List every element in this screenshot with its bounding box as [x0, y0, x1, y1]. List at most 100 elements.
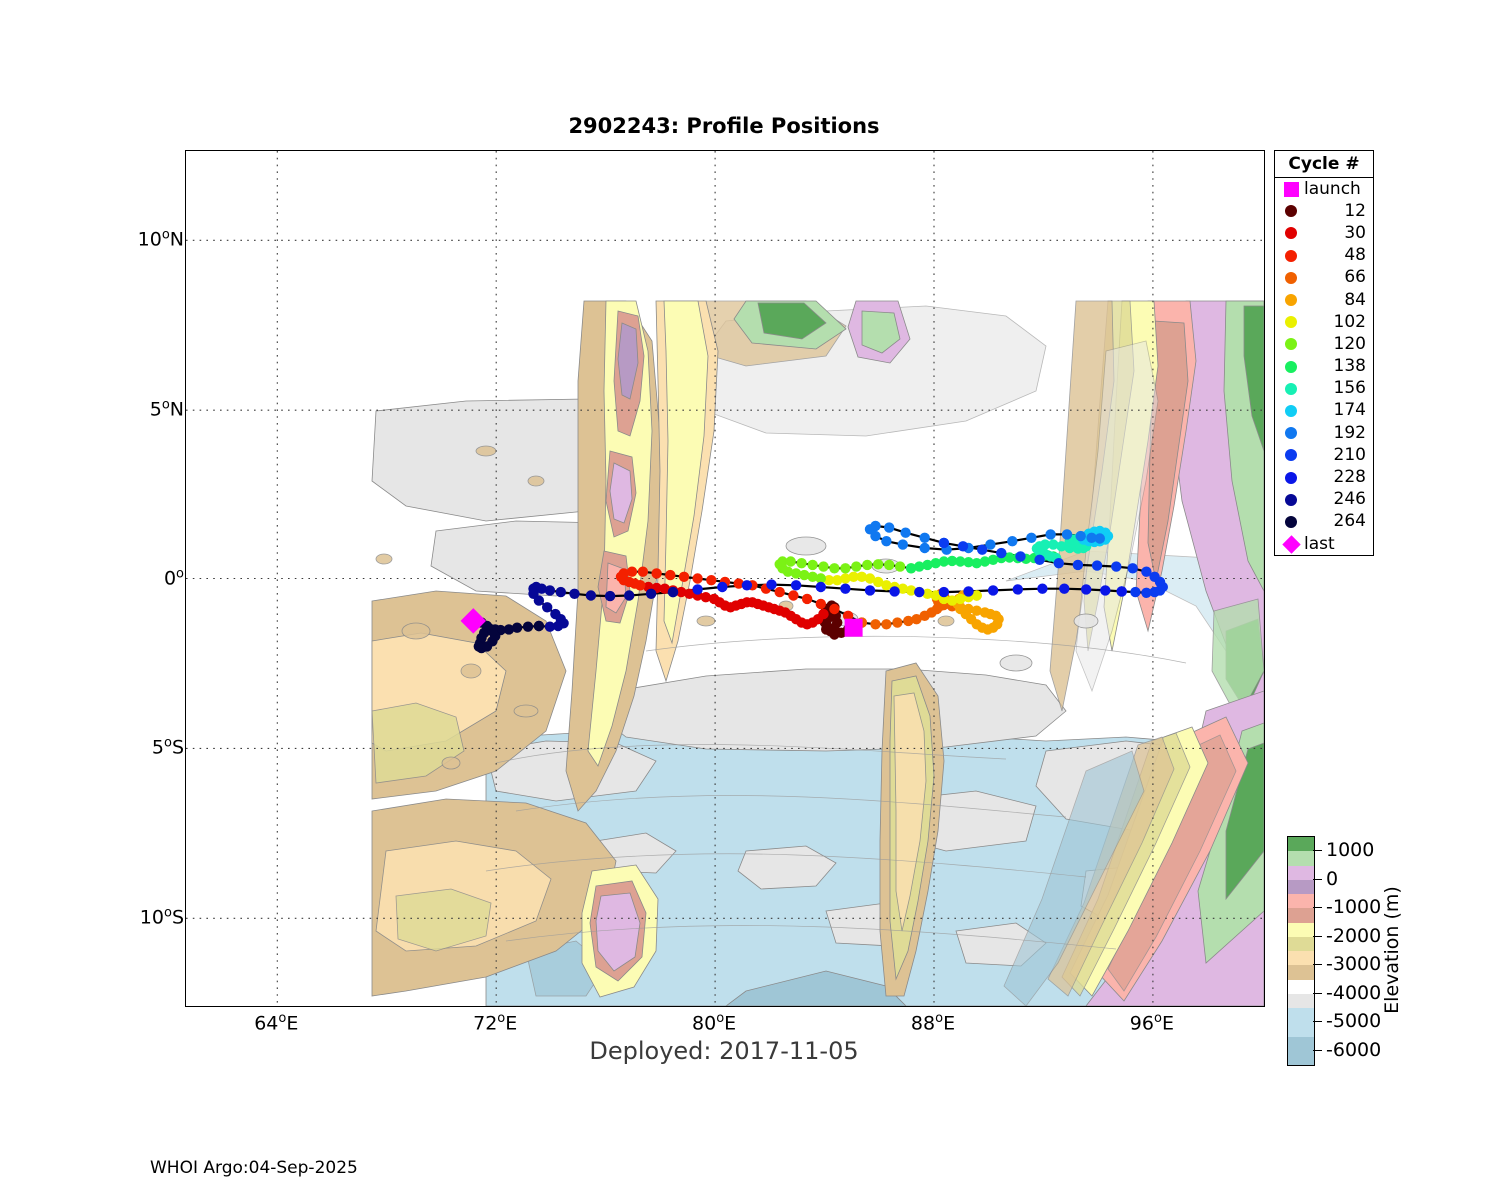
profile-point[interactable] [938, 586, 950, 598]
profile-point[interactable] [684, 588, 695, 599]
profile-point[interactable] [884, 522, 895, 533]
profile-point[interactable] [957, 541, 969, 552]
legend-item-12[interactable]: 12 [1275, 200, 1373, 222]
profile-point[interactable] [1034, 554, 1045, 565]
profile-point[interactable] [692, 584, 703, 595]
profile-point[interactable] [777, 556, 788, 567]
legend-item-102[interactable]: 102 [1275, 311, 1373, 333]
profile-point[interactable] [938, 556, 950, 567]
launch-marker[interactable] [844, 618, 863, 637]
legend-item-66[interactable]: 66 [1275, 267, 1373, 289]
profile-point[interactable] [903, 615, 914, 627]
profile-point[interactable] [700, 592, 711, 603]
profile-point[interactable] [848, 571, 859, 582]
profile-point[interactable] [905, 585, 917, 596]
profile-point[interactable] [894, 561, 906, 572]
profile-point[interactable] [1094, 533, 1105, 544]
profile-point[interactable] [645, 588, 657, 599]
profile-point[interactable] [503, 624, 515, 635]
profile-point[interactable] [914, 586, 925, 598]
profile-point[interactable] [604, 590, 616, 602]
profile-point[interactable] [1039, 539, 1051, 550]
profile-point[interactable] [569, 588, 580, 599]
profile-point[interactable] [884, 559, 895, 571]
profile-point[interactable] [585, 590, 597, 601]
profile-point[interactable] [1127, 563, 1138, 574]
profile-point[interactable] [1111, 561, 1122, 572]
profile-point[interactable] [1026, 532, 1037, 543]
profile-point[interactable] [832, 575, 843, 586]
profile-point[interactable] [851, 561, 862, 572]
profile-point[interactable] [873, 576, 884, 588]
legend-item-last[interactable]: last [1275, 533, 1373, 555]
profile-point[interactable] [555, 586, 566, 598]
legend-item-launch[interactable]: launch [1275, 178, 1373, 200]
profile-point[interactable] [911, 614, 922, 625]
profile-point[interactable] [1116, 586, 1127, 597]
profile-point[interactable] [987, 554, 999, 565]
profile-point[interactable] [930, 590, 941, 601]
profile-point[interactable] [1048, 539, 1059, 550]
profile-point[interactable] [637, 566, 649, 577]
profile-point[interactable] [815, 598, 826, 610]
profile-point[interactable] [892, 617, 903, 628]
profile-point[interactable] [1015, 551, 1026, 562]
profile-point[interactable] [996, 547, 1007, 559]
profile-point[interactable] [1061, 529, 1073, 540]
profile-point[interactable] [987, 585, 999, 596]
legend-item-192[interactable]: 192 [1275, 422, 1373, 444]
profile-point[interactable] [799, 569, 810, 581]
profile-point[interactable] [955, 593, 966, 605]
profile-point[interactable] [552, 620, 564, 632]
profile-point[interactable] [1007, 536, 1018, 547]
profile-point[interactable] [1072, 559, 1084, 571]
legend-item-228[interactable]: 228 [1275, 466, 1373, 488]
profile-point[interactable] [979, 556, 991, 567]
profile-point[interactable] [823, 575, 835, 586]
profile-point[interactable] [842, 610, 854, 621]
profile-point[interactable] [881, 619, 892, 630]
profile-point[interactable] [873, 559, 884, 570]
legend-item-210[interactable]: 210 [1275, 444, 1373, 466]
profile-point[interactable] [930, 558, 941, 569]
profile-point[interactable] [788, 590, 799, 601]
profile-point[interactable] [971, 590, 982, 601]
profile-point[interactable] [971, 605, 982, 616]
profile-point[interactable] [862, 559, 873, 571]
profile-point[interactable] [864, 585, 876, 596]
profile-point[interactable] [774, 586, 785, 598]
profile-point[interactable] [829, 603, 840, 615]
profile-point[interactable] [946, 555, 958, 567]
profile-point[interactable] [1059, 583, 1070, 594]
profile-point[interactable] [818, 561, 829, 572]
profile-point[interactable] [1081, 584, 1092, 595]
last-position-marker[interactable] [460, 608, 487, 634]
profile-point[interactable] [856, 571, 867, 582]
profile-point[interactable] [717, 581, 728, 593]
legend-item-48[interactable]: 48 [1275, 245, 1373, 267]
profile-point[interactable] [796, 558, 807, 569]
profile-point[interactable] [790, 568, 802, 579]
profile-point[interactable] [1141, 587, 1152, 598]
profile-point[interactable] [1130, 586, 1141, 598]
profile-point[interactable] [1056, 541, 1067, 552]
profile-point[interactable] [815, 581, 826, 593]
profile-point[interactable] [1086, 532, 1097, 543]
profile-point[interactable] [522, 621, 534, 632]
profile-point[interactable] [840, 573, 851, 584]
profile-point[interactable] [919, 532, 930, 543]
profile-point[interactable] [624, 590, 635, 601]
legend-item-264[interactable]: 264 [1275, 511, 1373, 533]
profile-point[interactable] [870, 619, 881, 630]
profile-point[interactable] [807, 559, 818, 571]
profile-point[interactable] [829, 563, 840, 574]
profile-point[interactable] [807, 571, 818, 582]
profile-point[interactable] [741, 580, 753, 591]
profile-point[interactable] [1045, 529, 1056, 540]
profile-point[interactable] [840, 563, 851, 574]
profile-point[interactable] [544, 621, 556, 632]
legend-item-138[interactable]: 138 [1275, 356, 1373, 378]
profile-point[interactable] [706, 575, 717, 586]
profile-point[interactable] [618, 568, 629, 579]
legend-item-156[interactable]: 156 [1275, 378, 1373, 400]
